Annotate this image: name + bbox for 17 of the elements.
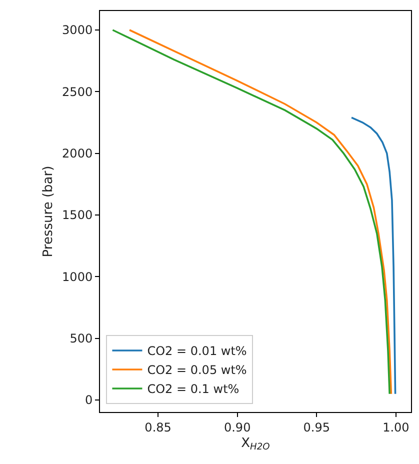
- legend-label: CO2 = 0.01 wt%: [147, 344, 247, 358]
- legend-label: CO2 = 0.05 wt%: [147, 363, 247, 378]
- y-axis-title: Pressure (bar): [41, 166, 56, 258]
- y-tick-label: 3000: [62, 23, 93, 38]
- x-axis-title: X$_{H2O}$: [241, 436, 270, 453]
- x-tick-label: 0.85: [144, 420, 172, 434]
- y-tick-label: 500: [70, 332, 93, 346]
- x-tick-label: 0.90: [224, 420, 251, 434]
- x-tick-label: 0.95: [303, 420, 330, 434]
- legend-label: CO2 = 0.1 wt%: [147, 382, 240, 396]
- y-tick-label: 0: [84, 393, 93, 408]
- x-tick-label: 1.00: [382, 420, 410, 434]
- y-tick-label: 2000: [62, 146, 93, 161]
- y-tick-label: 1000: [62, 270, 93, 284]
- y-tick-label: 2500: [62, 84, 93, 99]
- y-tick-label: 1500: [62, 208, 93, 222]
- line-series: [350, 116, 396, 395]
